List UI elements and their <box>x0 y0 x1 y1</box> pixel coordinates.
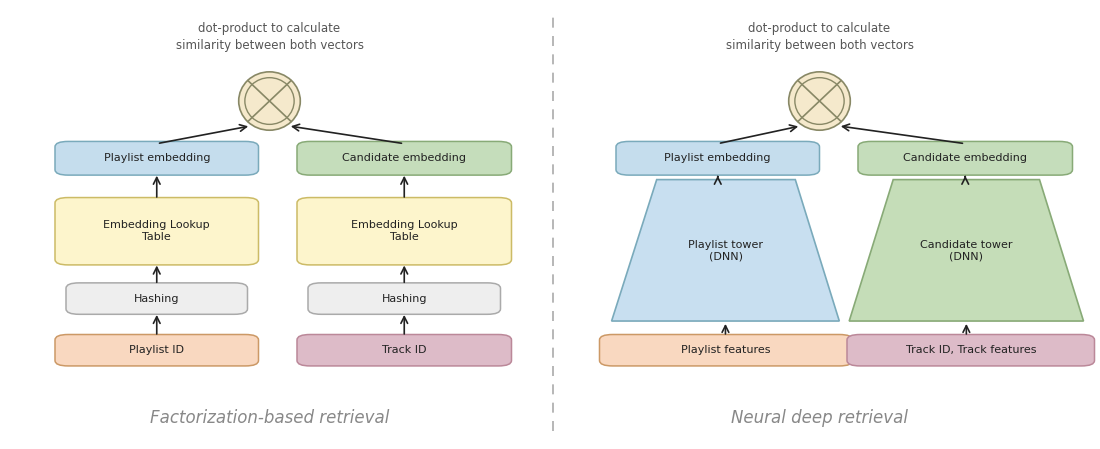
Text: Embedding Lookup
Table: Embedding Lookup Table <box>103 220 210 242</box>
Text: Hashing: Hashing <box>134 294 179 304</box>
Text: Embedding Lookup
Table: Embedding Lookup Table <box>351 220 458 242</box>
FancyBboxPatch shape <box>55 335 258 366</box>
FancyBboxPatch shape <box>308 283 501 314</box>
Text: Playlist tower
(DNN): Playlist tower (DNN) <box>689 239 763 261</box>
Text: Playlist ID: Playlist ID <box>130 345 185 355</box>
Text: Playlist embedding: Playlist embedding <box>664 153 771 163</box>
Text: Candidate embedding: Candidate embedding <box>903 153 1027 163</box>
FancyBboxPatch shape <box>55 141 258 175</box>
FancyBboxPatch shape <box>600 335 852 366</box>
Text: Playlist features: Playlist features <box>681 345 771 355</box>
Polygon shape <box>849 180 1084 321</box>
Text: Neural deep retrieval: Neural deep retrieval <box>732 409 907 427</box>
FancyBboxPatch shape <box>858 141 1072 175</box>
Text: dot-product to calculate
similarity between both vectors: dot-product to calculate similarity betw… <box>726 22 913 53</box>
Text: Playlist embedding: Playlist embedding <box>103 153 210 163</box>
Text: Candidate embedding: Candidate embedding <box>342 153 466 163</box>
Text: dot-product to calculate
similarity between both vectors: dot-product to calculate similarity betw… <box>176 22 363 53</box>
Text: Hashing: Hashing <box>382 294 427 304</box>
Text: Factorization-based retrieval: Factorization-based retrieval <box>150 409 389 427</box>
FancyBboxPatch shape <box>297 141 512 175</box>
FancyBboxPatch shape <box>616 141 820 175</box>
Ellipse shape <box>789 72 850 130</box>
FancyBboxPatch shape <box>297 335 512 366</box>
Text: Candidate tower
(DNN): Candidate tower (DNN) <box>920 239 1013 261</box>
FancyBboxPatch shape <box>297 198 512 265</box>
Polygon shape <box>612 180 839 321</box>
Text: Track ID: Track ID <box>382 345 427 355</box>
Ellipse shape <box>239 72 300 130</box>
Text: Track ID, Track features: Track ID, Track features <box>905 345 1036 355</box>
FancyBboxPatch shape <box>55 198 258 265</box>
FancyBboxPatch shape <box>66 283 248 314</box>
FancyBboxPatch shape <box>847 335 1094 366</box>
